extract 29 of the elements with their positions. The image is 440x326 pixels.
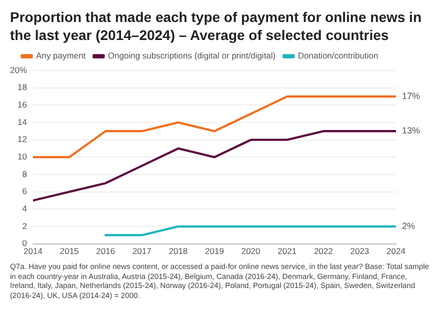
data-label: 2% — [402, 220, 416, 231]
y-tick-label: 18 — [18, 82, 28, 92]
data-label: 13% — [402, 126, 420, 136]
y-tick-label: 2 — [22, 220, 28, 231]
y-tick-label: 14 — [18, 116, 28, 127]
x-tick-label: 2018 — [168, 246, 188, 256]
legend-label: Any payment — [36, 50, 86, 61]
y-tick-label: 0 — [22, 238, 28, 248]
y-tick-label: 16 — [18, 100, 28, 110]
x-tick-label: 2023 — [350, 246, 370, 256]
x-tick-label: 2020 — [241, 246, 261, 256]
data-label: 17% — [402, 90, 420, 101]
x-tick-label: 2019 — [205, 246, 224, 256]
chart-title: Proportion that made each type of payment for online news in the last year (2014–2024) – Average of selected countries — [9, 8, 422, 44]
x-tick-label: 2022 — [314, 246, 334, 256]
x-tick-label: 2015 — [60, 246, 80, 256]
x-tick-label: 2016 — [96, 246, 116, 256]
y-tick-label: 8 — [22, 168, 28, 179]
x-tick-label: 2021 — [278, 246, 297, 256]
x-tick-label: 2024 — [386, 246, 406, 256]
x-tick-label: 2014 — [24, 246, 43, 256]
y-tick-label: 4 — [22, 203, 28, 214]
y-tick-label: 20% — [10, 64, 28, 75]
x-tick-label: 2017 — [132, 246, 152, 256]
y-tick-label: 10 — [18, 151, 28, 162]
y-tick-label: 12 — [18, 134, 28, 144]
legend-label: Ongoing subscriptions (digital or print/digital) — [108, 50, 276, 61]
legend-label: Donation/contribution — [298, 50, 378, 61]
y-tick-label: 6 — [22, 186, 28, 196]
